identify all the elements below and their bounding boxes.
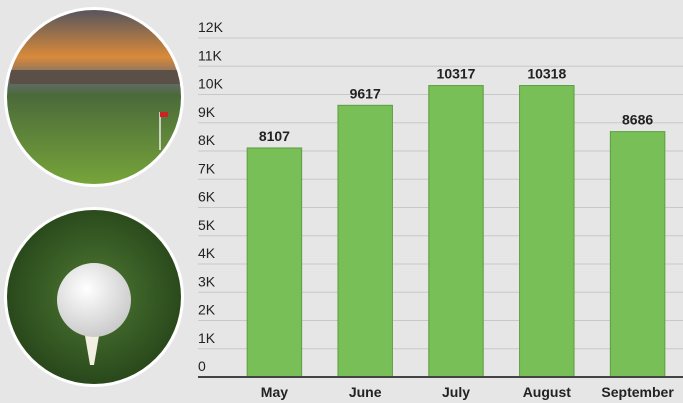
- y-tick-label: 3K: [198, 273, 216, 289]
- y-tick-label: 7K: [198, 160, 216, 176]
- y-tick-label: 6K: [198, 189, 216, 205]
- x-tick-label: September: [601, 384, 674, 400]
- data-label: 10317: [437, 66, 476, 82]
- bar: [246, 147, 303, 378]
- bar: [337, 104, 393, 378]
- y-tick-label: 11K: [198, 47, 223, 63]
- x-tick-label: August: [523, 384, 572, 400]
- y-tick-label: 5K: [198, 217, 216, 233]
- bar: [519, 85, 575, 378]
- y-tick-label: 8K: [198, 132, 216, 148]
- y-tick-label: 10K: [198, 76, 224, 92]
- data-label: 8686: [622, 112, 653, 128]
- y-tick-label: 9K: [198, 104, 216, 120]
- data-label: 8107: [259, 128, 290, 144]
- x-tick-label: June: [349, 384, 382, 400]
- x-tick-label: May: [261, 384, 288, 400]
- y-tick-label: 12K: [198, 19, 224, 35]
- y-tick-label: 0: [198, 358, 206, 374]
- photo-golf-ball: [4, 207, 184, 387]
- y-tick-label: 1K: [198, 330, 216, 346]
- x-tick-label: July: [442, 384, 470, 400]
- bar: [609, 131, 666, 378]
- y-tick-label: 2K: [198, 302, 216, 318]
- y-tick-label: 4K: [198, 245, 216, 261]
- bar: [428, 85, 484, 378]
- photo-golf-course: [4, 7, 184, 187]
- chart: 0 1K 2K 3K 4K 5K 6K 7K 8K 9K 10K 11K 12K 8107 May 9617 J…: [198, 19, 683, 400]
- data-label: 10318: [527, 66, 566, 82]
- data-label: 9617: [350, 85, 381, 101]
